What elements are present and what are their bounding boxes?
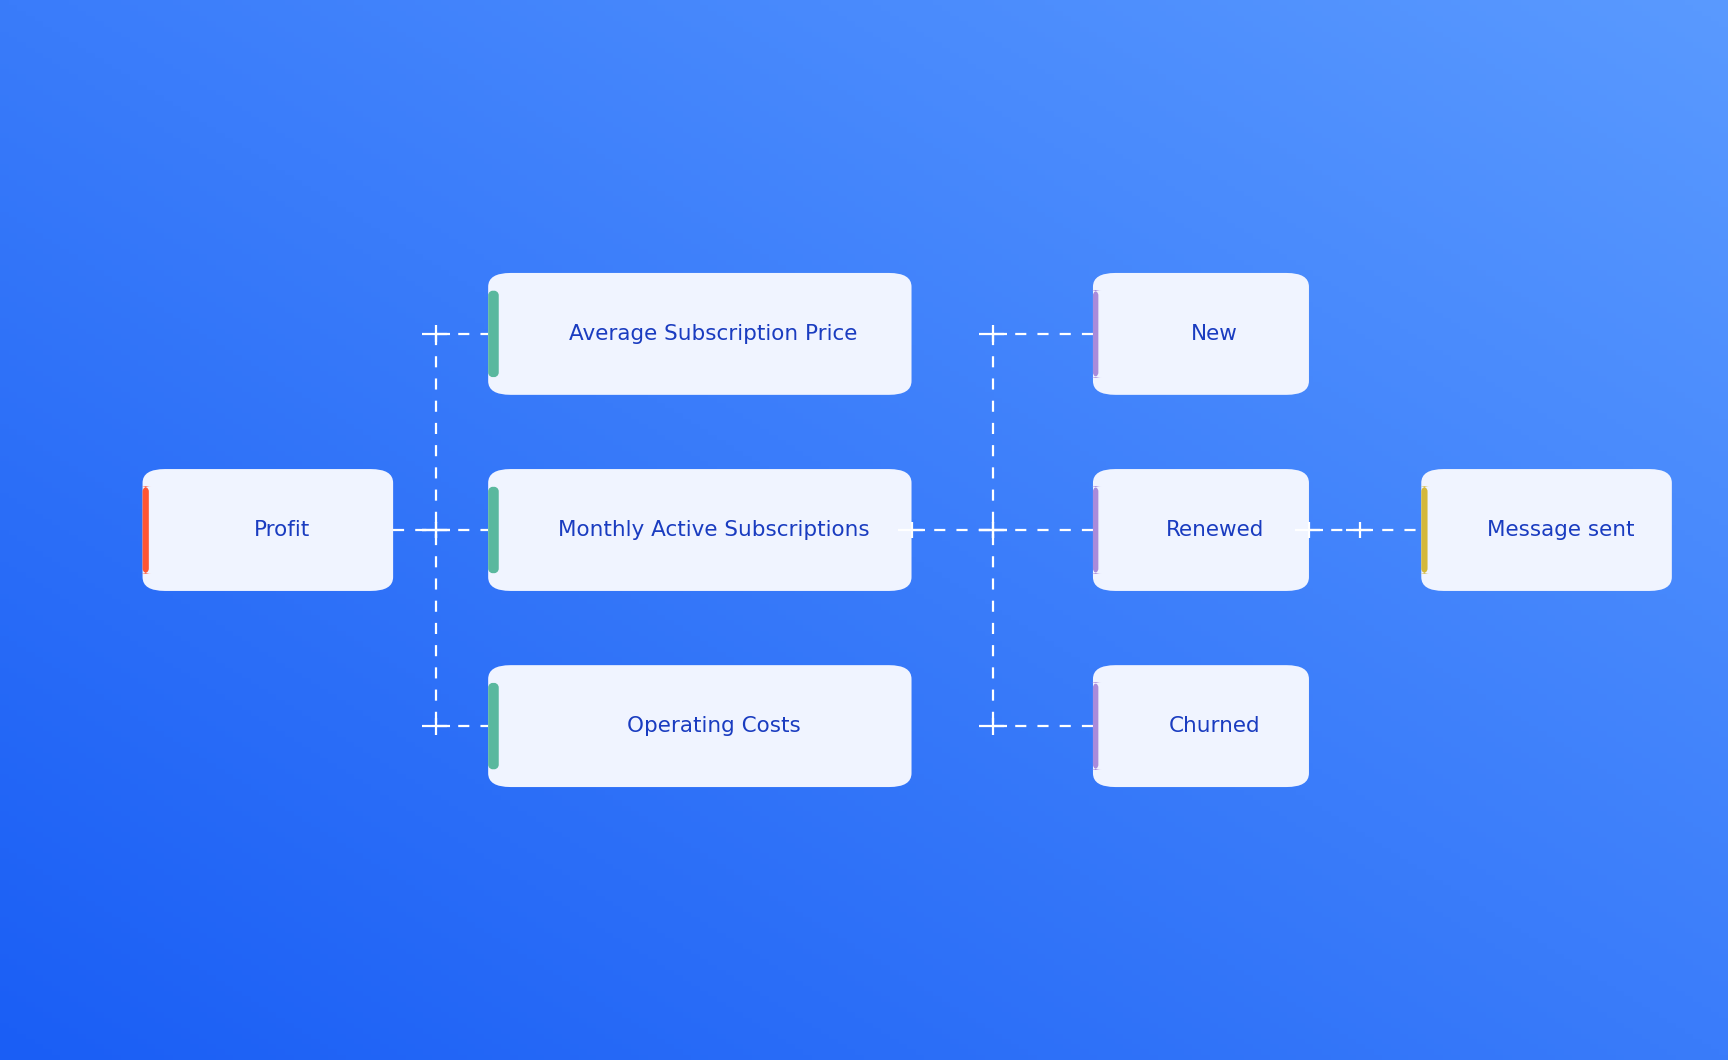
FancyBboxPatch shape <box>487 469 912 591</box>
FancyBboxPatch shape <box>1419 487 1431 573</box>
FancyBboxPatch shape <box>140 487 152 573</box>
FancyBboxPatch shape <box>487 683 499 770</box>
Text: New: New <box>1191 324 1239 343</box>
FancyBboxPatch shape <box>1090 683 1102 770</box>
FancyBboxPatch shape <box>487 666 912 787</box>
FancyBboxPatch shape <box>1092 272 1308 394</box>
Text: Operating Costs: Operating Costs <box>627 717 800 736</box>
Text: Renewed: Renewed <box>1166 520 1263 540</box>
FancyBboxPatch shape <box>1090 290 1102 377</box>
FancyBboxPatch shape <box>1090 487 1102 573</box>
Text: Monthly Active Subscriptions: Monthly Active Subscriptions <box>558 520 869 540</box>
FancyBboxPatch shape <box>142 469 392 591</box>
FancyBboxPatch shape <box>487 290 499 377</box>
FancyBboxPatch shape <box>1092 666 1308 787</box>
Text: Profit: Profit <box>254 520 309 540</box>
FancyBboxPatch shape <box>487 272 912 394</box>
Text: Message sent: Message sent <box>1486 520 1635 540</box>
Text: Average Subscription Price: Average Subscription Price <box>570 324 857 343</box>
Text: Churned: Churned <box>1168 717 1261 736</box>
FancyBboxPatch shape <box>487 487 499 573</box>
FancyBboxPatch shape <box>1420 469 1673 591</box>
FancyBboxPatch shape <box>1092 469 1308 591</box>
